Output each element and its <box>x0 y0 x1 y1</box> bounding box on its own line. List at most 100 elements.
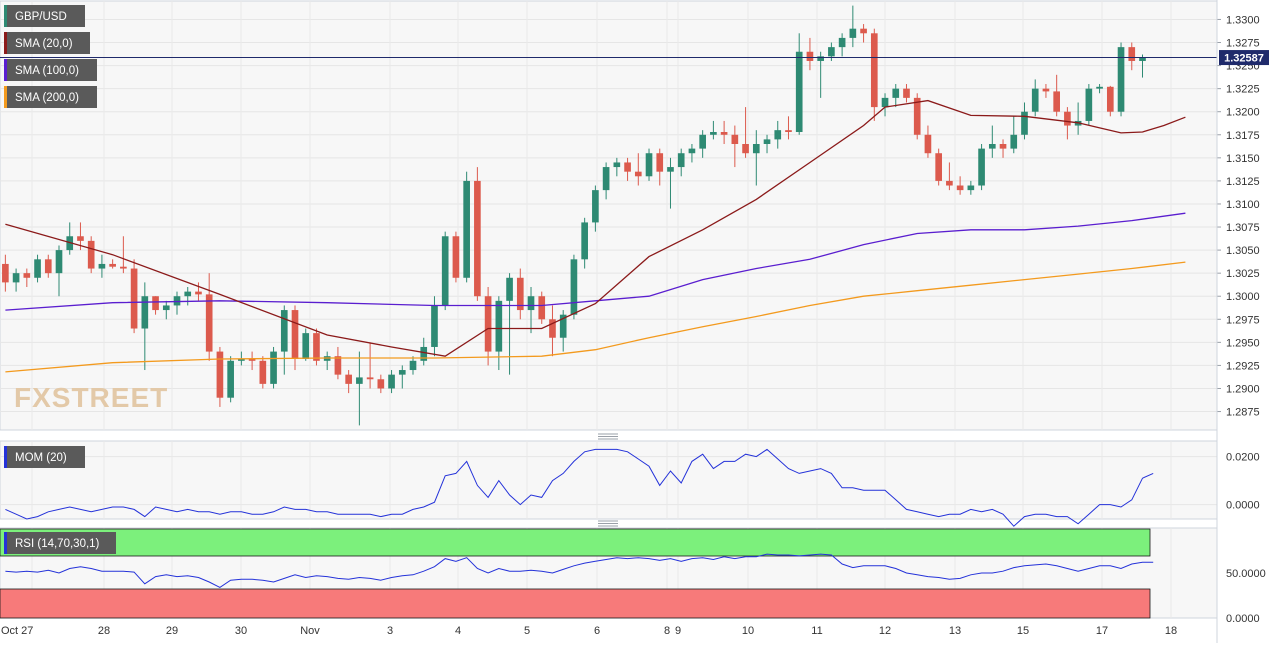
candle <box>838 33 846 57</box>
candle <box>506 273 513 375</box>
candle <box>173 291 181 315</box>
momentum-color-marker <box>4 446 7 468</box>
candle <box>688 144 696 163</box>
candle <box>313 328 320 366</box>
candle <box>1021 102 1028 140</box>
candle <box>538 291 546 324</box>
candle-body-up <box>699 134 706 149</box>
candle-body-up <box>55 250 63 274</box>
candle <box>87 236 95 274</box>
candle-body-up <box>431 305 438 347</box>
candle-body-down <box>120 266 127 269</box>
candle <box>667 157 674 209</box>
candle-body-up <box>1085 88 1093 121</box>
sma-200-label[interactable]: SMA (200,0) <box>4 86 97 108</box>
x-tick-label: 5 <box>524 625 530 637</box>
momentum-y-tick-label: 0.0200 <box>1226 452 1260 464</box>
candle-body-up <box>409 360 417 371</box>
candle <box>806 37 814 71</box>
candle <box>913 93 921 140</box>
candle <box>892 84 900 108</box>
momentum-label[interactable]: MOM (20) <box>4 446 85 468</box>
candle <box>463 171 470 283</box>
candle <box>849 5 857 48</box>
sma-200-color-marker <box>4 86 7 108</box>
candle <box>710 120 717 140</box>
x-tick-label: 17 <box>1096 625 1108 637</box>
rsi-panel-resize-handle[interactable] <box>598 520 618 527</box>
candle-body-up <box>688 148 696 154</box>
candle-body-down <box>216 351 224 398</box>
candle-body-up <box>570 259 578 315</box>
momentum-y-tick-label: 0.0000 <box>1226 500 1260 512</box>
candle <box>270 346 277 389</box>
candle-body-up <box>162 305 170 311</box>
candle-body-down <box>785 130 792 133</box>
candles-layer <box>2 5 1146 426</box>
candle-body-up <box>141 296 149 329</box>
last-price-value: 1.32587 <box>1224 53 1264 65</box>
rsi-oversold-band <box>0 588 1151 619</box>
candle <box>109 259 116 269</box>
x-tick-label: 30 <box>235 625 247 637</box>
candle-body-up <box>302 333 310 359</box>
grid-layer <box>0 1 1217 618</box>
candle <box>570 254 578 320</box>
candle <box>516 268 524 320</box>
candle-body-up <box>420 346 428 361</box>
rsi-label-box <box>4 532 116 554</box>
candle-body-up <box>12 273 20 283</box>
candle-body-up <box>98 263 106 269</box>
sma-20-color-marker <box>4 32 7 54</box>
x-tick-label: 12 <box>879 625 891 637</box>
candle-body-down <box>484 296 492 352</box>
candle-body-down <box>291 310 299 359</box>
candle-body-down <box>1053 91 1060 112</box>
candle <box>988 125 996 158</box>
candle-body-down <box>1042 88 1050 92</box>
candle <box>366 342 374 389</box>
candle <box>474 167 481 301</box>
candle-body-down <box>205 294 213 352</box>
candle-body-down <box>152 296 159 311</box>
candle-body-down <box>77 236 84 241</box>
sma-20-line <box>5 99 1186 357</box>
candle-body-down <box>720 132 728 135</box>
price-y-tick-label: 1.3275 <box>1226 38 1260 50</box>
candle <box>1085 84 1093 126</box>
sma-20-label[interactable]: SMA (20,0) <box>4 32 90 54</box>
x-tick-label: 9 <box>675 625 681 637</box>
price-y-tick-label: 1.3025 <box>1226 268 1260 280</box>
symbol-label[interactable]: GBP/USD <box>4 5 85 27</box>
candle <box>205 273 213 361</box>
candle-body-up <box>613 162 621 168</box>
candle <box>763 134 771 154</box>
sma-100-line <box>5 212 1186 311</box>
rsi-label[interactable]: RSI (14,70,30,1) <box>4 532 116 554</box>
candle-body-up <box>1031 88 1039 112</box>
candle <box>924 125 932 158</box>
sma-200-label-text: SMA (200,0) <box>15 92 79 104</box>
candle <box>881 93 889 117</box>
x-tick-label: 18 <box>1165 625 1177 637</box>
candle <box>634 153 642 186</box>
candle <box>248 351 256 371</box>
candle-body-up <box>1096 86 1103 89</box>
candle-body-down <box>624 162 631 172</box>
momentum-panel-resize-handle[interactable] <box>598 433 618 440</box>
candle-body-down <box>1106 86 1114 112</box>
candle <box>656 148 664 186</box>
candle <box>1128 42 1136 71</box>
candle-body-up <box>892 88 900 98</box>
candle-body-down <box>860 28 867 34</box>
candle-body-up <box>817 56 824 61</box>
candle-body-up <box>506 277 513 301</box>
candle-body-up <box>645 153 653 177</box>
x-tick-label: 3 <box>387 625 393 637</box>
sma-100-label[interactable]: SMA (100,0) <box>4 59 97 81</box>
price-y-tick-label: 1.3200 <box>1226 107 1260 119</box>
candle <box>388 370 395 394</box>
candle-body-down <box>377 379 385 389</box>
candle <box>398 365 406 389</box>
candle <box>935 148 942 186</box>
